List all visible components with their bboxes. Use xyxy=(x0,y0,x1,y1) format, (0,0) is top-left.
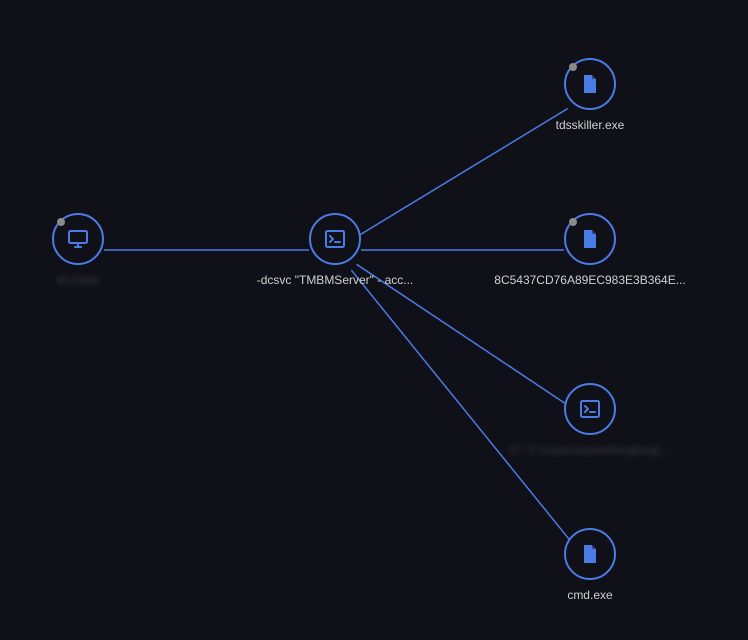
node-circle[interactable] xyxy=(564,528,616,580)
graph-node-hashfile[interactable]: 8C5437CD76A89EC983E3B364E... xyxy=(480,213,700,287)
node-label: dl-10cm xyxy=(57,273,100,287)
node-label: 8C5437CD76A89EC983E3B364E... xyxy=(494,273,685,287)
monitor-icon xyxy=(66,227,90,251)
terminal-icon xyxy=(323,227,347,251)
node-label: /C "C:\Users\somethinglong\... xyxy=(510,443,671,457)
graph-node-cmd[interactable]: cmd.exe xyxy=(480,528,700,602)
status-dot xyxy=(569,63,577,71)
node-circle[interactable] xyxy=(564,213,616,265)
node-label: -dcsvc "TMBMServer" - acc... xyxy=(257,273,414,287)
status-dot xyxy=(57,218,65,226)
file-icon xyxy=(578,227,602,251)
terminal-icon xyxy=(578,397,602,421)
node-label: cmd.exe xyxy=(567,588,612,602)
node-label: tdsskiller.exe xyxy=(556,118,625,132)
node-circle[interactable] xyxy=(564,383,616,435)
graph-node-host[interactable]: dl-10cm xyxy=(0,213,188,287)
node-circle[interactable] xyxy=(564,58,616,110)
graph-node-term2[interactable]: /C "C:\Users\somethinglong\... xyxy=(480,383,700,457)
node-circle[interactable] xyxy=(52,213,104,265)
node-circle[interactable] xyxy=(309,213,361,265)
graph-canvas: dl-10cm -dcsvc "TMBMServer" - acc... tds… xyxy=(0,0,748,640)
graph-node-center[interactable]: -dcsvc "TMBMServer" - acc... xyxy=(225,213,445,287)
file-icon xyxy=(578,542,602,566)
graph-node-tdss[interactable]: tdsskiller.exe xyxy=(480,58,700,132)
file-icon xyxy=(578,72,602,96)
status-dot xyxy=(569,218,577,226)
